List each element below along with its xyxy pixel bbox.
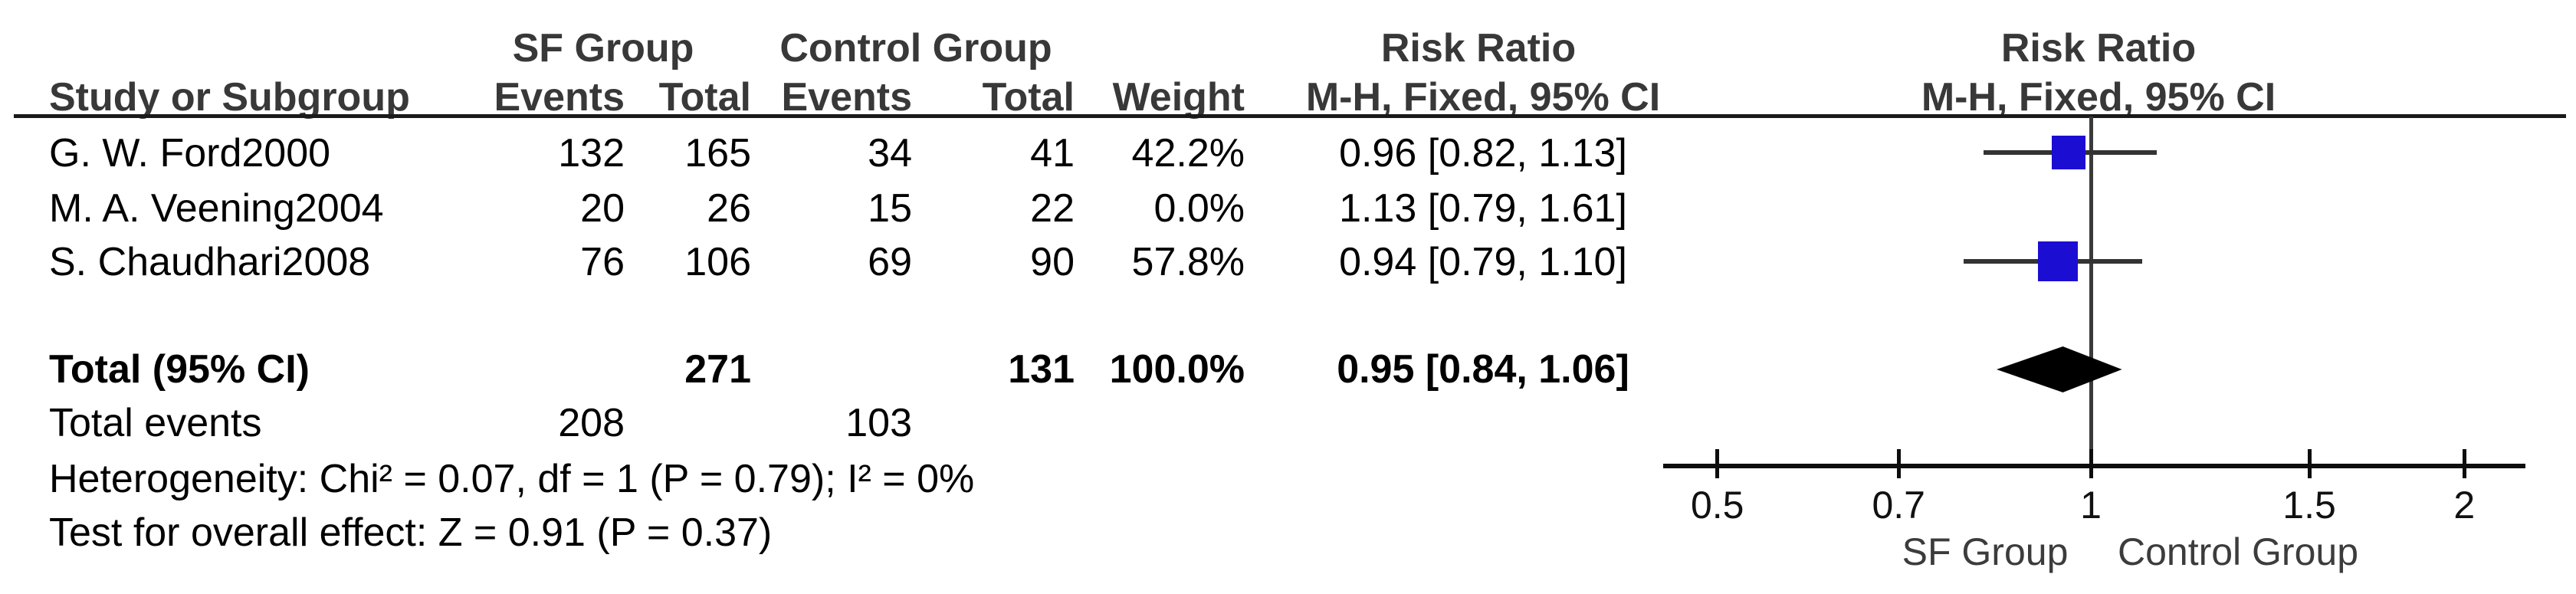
ctrl-events: 34	[868, 131, 912, 176]
x-axis-tick	[2089, 449, 2093, 478]
ci-value: 0.94 [0.79, 1.10]	[1339, 240, 1627, 284]
favours-right-label: Control Group	[2117, 530, 2359, 573]
risk-ratio-header: Risk Ratio	[1380, 26, 1577, 71]
total-sf-total: 271	[684, 347, 751, 392]
ctrl-total: 41	[1030, 131, 1075, 176]
sf-group-header: SF Group	[512, 26, 694, 71]
study-name: S. Chaudhari2008	[49, 240, 371, 284]
control-group-header: Control Group	[779, 26, 1052, 71]
ci-value: 0.96 [0.82, 1.13]	[1339, 131, 1627, 176]
x-axis-tick	[1896, 449, 1901, 478]
overall-effect-stats: Test for overall effect: Z = 0.91 (P = 0…	[49, 510, 773, 555]
weight: 57.8%	[1131, 240, 1245, 284]
weight-col-header: Weight	[1112, 75, 1245, 120]
total-label: Total (95% CI)	[49, 347, 310, 392]
x-axis-tick-label: 0.7	[1872, 484, 1925, 527]
sf-total: 106	[684, 240, 751, 284]
sf-total-col-header: Total	[658, 75, 751, 120]
x-axis-line	[1663, 464, 2525, 468]
plot-method-col-header: M-H, Fixed, 95% CI	[1921, 75, 2276, 120]
plot-risk-ratio-header: Risk Ratio	[2000, 26, 2197, 71]
x-axis-tick	[2462, 449, 2466, 478]
x-axis-tick-label: 0.5	[1690, 484, 1744, 527]
total-events-sf: 208	[558, 401, 625, 445]
x-axis-tick-label: 2	[2453, 484, 2476, 527]
sf-events: 76	[580, 240, 625, 284]
x-axis-tick	[1715, 449, 1720, 478]
sf-total: 165	[684, 131, 751, 176]
ctrl-total: 90	[1030, 240, 1075, 284]
favours-left-label: SF Group	[1902, 530, 2069, 573]
ctrl-total-col-header: Total	[982, 75, 1075, 120]
weight: 42.2%	[1131, 131, 1245, 176]
sf-total: 26	[707, 186, 751, 231]
total-ci-value: 0.95 [0.84, 1.06]	[1337, 347, 1629, 392]
ctrl-events: 69	[868, 240, 912, 284]
ctrl-total: 22	[1030, 186, 1075, 231]
x-axis-tick-label: 1	[2080, 484, 2102, 527]
header-rule	[14, 114, 2566, 118]
sf-events-col-header: Events	[494, 75, 625, 120]
ci-value: 1.13 [0.79, 1.61]	[1339, 186, 1627, 231]
sf-events: 20	[580, 186, 625, 231]
study-square-marker	[2037, 241, 2078, 281]
no-effect-line	[2089, 117, 2093, 466]
heterogeneity-stats: Heterogeneity: Chi² = 0.07, df = 1 (P = …	[49, 457, 975, 501]
study-col-header: Study or Subgroup	[49, 75, 410, 120]
sf-events: 132	[558, 131, 625, 176]
x-axis-tick	[2307, 449, 2312, 478]
study-square-marker	[2052, 136, 2086, 169]
total-diamond-marker	[1997, 346, 2122, 392]
total-events-label: Total events	[49, 401, 262, 445]
method-col-header: M-H, Fixed, 95% CI	[1305, 75, 1661, 120]
total-events-ctrl: 103	[845, 401, 912, 445]
weight: 0.0%	[1153, 186, 1245, 231]
ctrl-events: 15	[868, 186, 912, 231]
x-axis-tick-label: 1.5	[2282, 484, 2336, 527]
ctrl-events-col-header: Events	[781, 75, 912, 120]
study-name: G. W. Ford2000	[49, 131, 331, 176]
study-name: M. A. Veening2004	[49, 186, 384, 231]
total-weight: 100.0%	[1109, 347, 1245, 392]
total-ctrl-total: 131	[1008, 347, 1075, 392]
